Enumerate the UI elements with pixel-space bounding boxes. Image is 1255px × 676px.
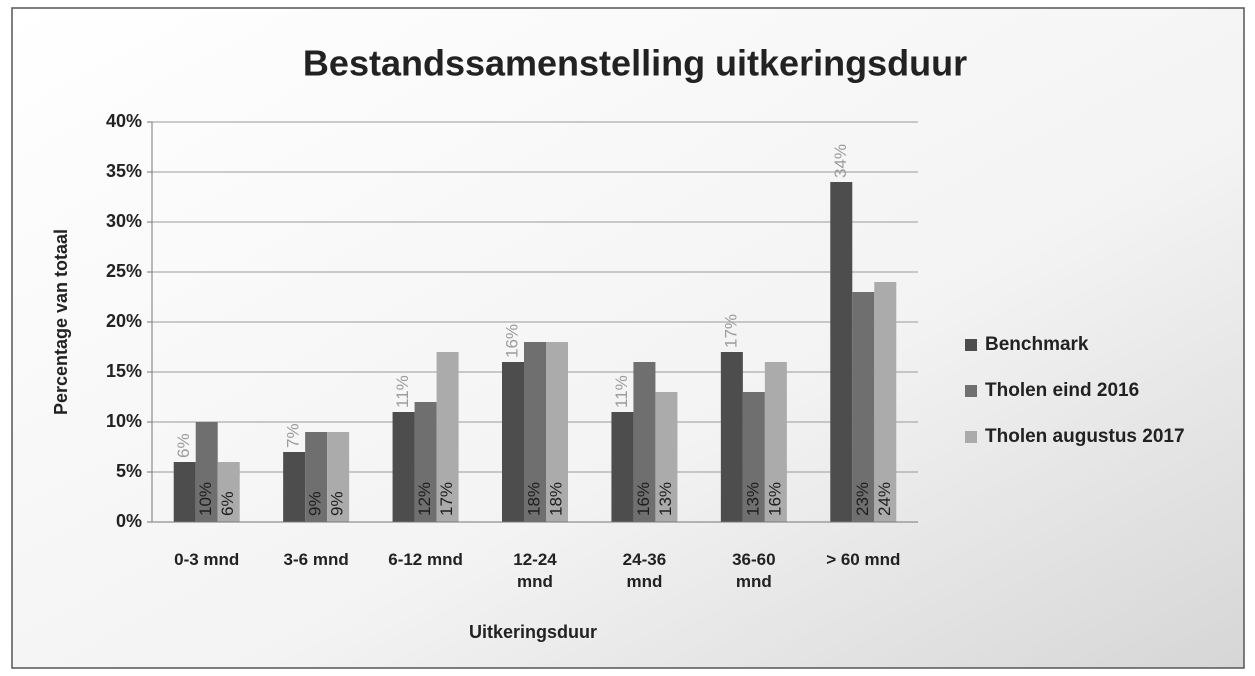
data-label: 23% [853,482,872,516]
y-tick-label: 10% [106,411,142,431]
y-tick-label: 30% [106,211,142,231]
data-label: 10% [196,482,215,516]
x-tick-label: 0-3 mnd [174,550,240,569]
x-tick-label: 6-12 mnd [388,550,463,569]
legend-swatch [965,431,977,443]
bar [874,282,897,522]
data-label: 18% [524,482,543,516]
legend-label: Benchmark [985,334,1089,355]
data-label: 9% [306,491,325,516]
bar [173,462,196,522]
bar [283,452,306,522]
data-label: 16% [634,482,653,516]
bar [546,342,568,522]
data-label: 16% [765,482,784,516]
bar [436,352,459,522]
y-tick-label: 35% [106,161,142,181]
data-label: 6% [174,433,193,458]
x-tick-label: 36-60 mnd [732,550,776,591]
data-label: 12% [415,482,434,516]
bar [742,392,765,522]
data-label: 17% [437,482,456,516]
legend-swatch [965,385,977,397]
bar [392,412,415,522]
data-label: 34% [831,144,850,178]
data-label: 17% [721,314,740,348]
x-tick-label: 3-6 mnd [283,550,349,569]
bar [633,362,656,522]
bar [611,412,634,522]
legend-swatch [965,339,977,351]
bar [524,342,546,522]
bar [195,422,218,522]
bar [655,392,678,522]
y-tick-label: 20% [106,311,142,331]
x-axis-label: Uitkeringsduur [469,622,597,642]
y-tick-label: 15% [106,361,142,381]
bar [852,292,875,522]
data-label: 6% [218,491,237,516]
bar [217,462,240,522]
x-tick-label: > 60 mnd [826,550,901,569]
y-tick-label: 40% [106,111,142,131]
data-label: 18% [546,482,565,516]
bar [830,182,853,522]
bar [414,402,437,522]
y-tick-label: 25% [106,261,142,281]
legend-label: Tholen augustus 2017 [985,426,1185,447]
bar [720,352,743,522]
legend-label: Tholen eind 2016 [985,380,1139,401]
data-label: 11% [612,375,631,408]
data-label: 16% [502,324,521,358]
bar [305,432,328,522]
chart-frame [11,7,1245,669]
chart-title: Bestandssamenstelling uitkeringsduur [303,43,967,84]
data-label: 13% [743,482,762,516]
bar [327,432,350,522]
bar [502,362,524,522]
data-label: 11% [393,375,412,408]
data-label: 9% [328,491,347,516]
data-label: 24% [875,482,894,516]
data-label: 7% [284,423,303,448]
y-tick-label: 0% [116,511,142,531]
y-tick-label: 5% [116,461,142,481]
x-tick-label: 12-24 mnd [513,550,557,591]
y-axis-label: Percentage van totaal [51,229,71,415]
bar [764,362,787,522]
x-tick-label: 24-36 mnd [622,550,667,591]
data-label: 13% [656,482,675,516]
